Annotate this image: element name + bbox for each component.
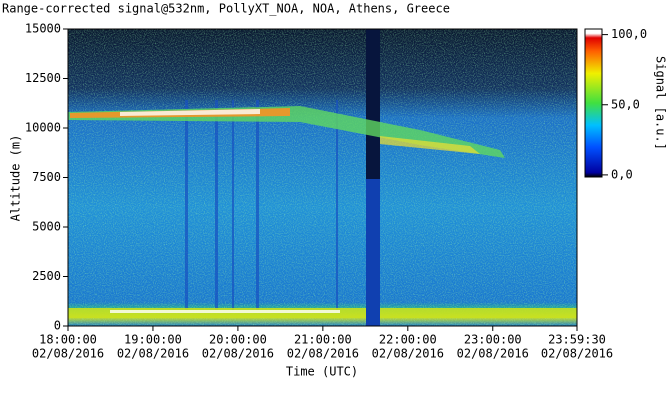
x-axis-title: Time (UTC) bbox=[286, 365, 358, 379]
y-tick-label: 0 bbox=[54, 319, 61, 333]
x-tick-date: 02/08/2016 bbox=[32, 347, 104, 361]
y-tick-label: 5000 bbox=[32, 220, 61, 234]
x-tick-label: 23:00:00 bbox=[464, 333, 522, 347]
colorbar-tick-label: 50,0 bbox=[611, 97, 640, 111]
x-tick-date: 02/08/2016 bbox=[457, 347, 529, 361]
y-tick-label: 7500 bbox=[32, 170, 61, 184]
colorbar-tick-label: 100,0 bbox=[611, 27, 647, 41]
x-tick-date: 02/08/2016 bbox=[372, 347, 444, 361]
colorbar bbox=[584, 28, 603, 178]
x-tick-date: 02/08/2016 bbox=[117, 347, 189, 361]
x-tick-label: 21:00:00 bbox=[294, 333, 352, 347]
heatmap bbox=[68, 29, 577, 326]
y-tick-label: 2500 bbox=[32, 269, 61, 283]
y-axis-title: Altitude (m) bbox=[9, 135, 23, 222]
x-tick-label: 18:00:00 bbox=[39, 333, 97, 347]
x-tick-date: 02/08/2016 bbox=[202, 347, 274, 361]
y-tick-label: 15000 bbox=[25, 22, 61, 36]
y-tick-label: 10000 bbox=[25, 121, 61, 135]
colorbar-title: Signal [a.u.] bbox=[654, 56, 668, 150]
x-tick-date: 02/08/2016 bbox=[541, 347, 613, 361]
x-tick-label: 23:59:30 bbox=[548, 333, 606, 347]
x-tick-label: 19:00:00 bbox=[124, 333, 182, 347]
x-tick-date: 02/08/2016 bbox=[287, 347, 359, 361]
colorbar-tick-label: 0,0 bbox=[611, 167, 633, 181]
x-tick-label: 22:00:00 bbox=[379, 333, 437, 347]
chart-title: Range-corrected signal@532nm, PollyXT_NO… bbox=[2, 2, 450, 16]
y-tick-label: 12500 bbox=[25, 71, 61, 85]
x-tick-label: 20:00:00 bbox=[209, 333, 267, 347]
